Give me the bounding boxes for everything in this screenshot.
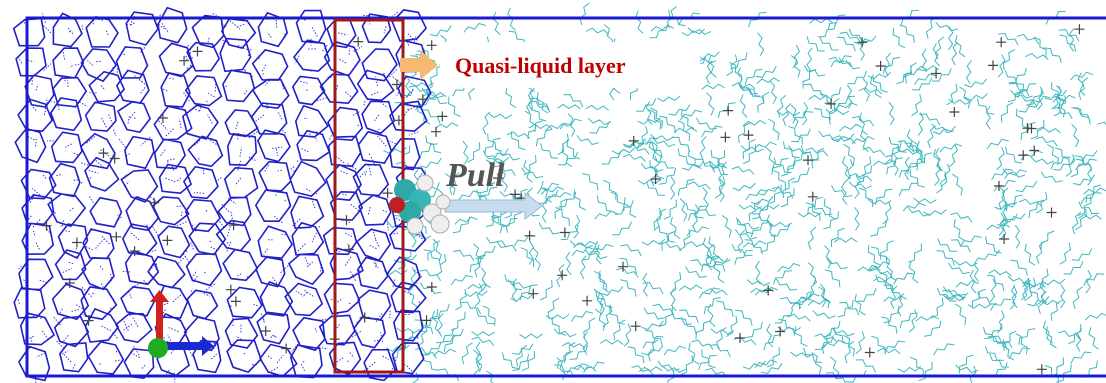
layer-label: Quasi-liquid layer (455, 53, 626, 78)
axis-y (156, 298, 163, 340)
atom (407, 218, 423, 234)
atom (431, 215, 449, 233)
axis-z (148, 338, 168, 358)
simulation-snapshot: Quasi-liquid layer Pull (0, 0, 1106, 383)
pull-label: Pull (445, 157, 505, 194)
axis-x (162, 342, 204, 350)
atom (417, 175, 433, 191)
atom (436, 195, 450, 209)
atom (389, 197, 405, 213)
